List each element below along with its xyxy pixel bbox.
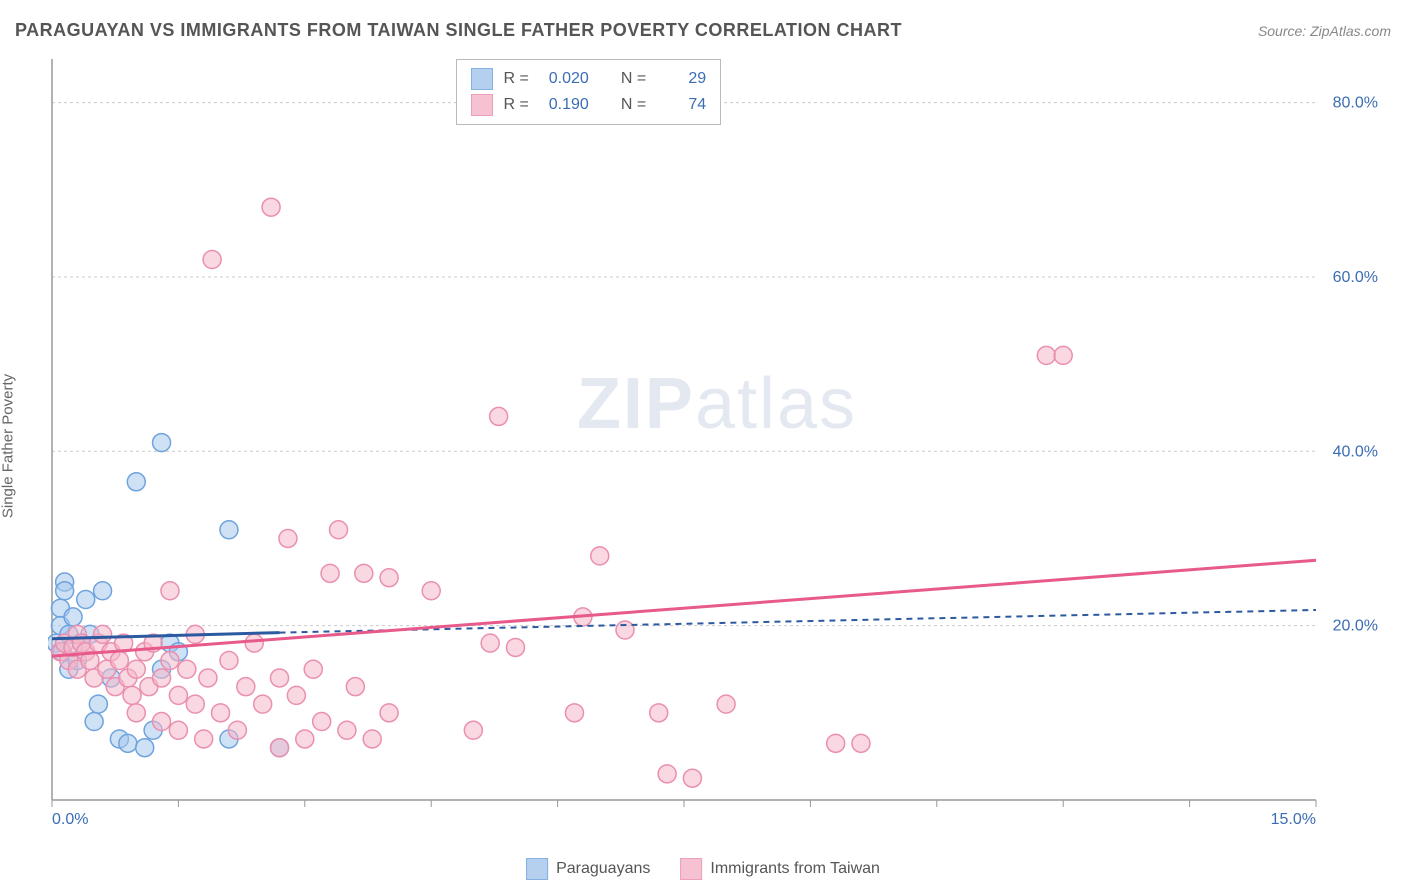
- data-point: [355, 564, 373, 582]
- data-point: [123, 686, 141, 704]
- data-point: [380, 704, 398, 722]
- plot-area: 20.0%40.0%60.0%80.0%0.0%15.0% ZIPatlas R…: [48, 55, 1386, 830]
- data-point: [304, 660, 322, 678]
- data-point: [56, 582, 74, 600]
- data-point: [827, 734, 845, 752]
- source-attribution: Source: ZipAtlas.com: [1258, 23, 1391, 39]
- y-axis-label: Single Father Poverty: [0, 374, 17, 518]
- data-point: [228, 721, 246, 739]
- data-point: [153, 669, 171, 687]
- data-point: [1037, 346, 1055, 364]
- data-point: [683, 769, 701, 787]
- data-point: [212, 704, 230, 722]
- data-point: [591, 547, 609, 565]
- stats-legend-row: R = 0.190 N = 74: [471, 92, 706, 118]
- data-point: [127, 660, 145, 678]
- legend-swatch: [680, 858, 702, 880]
- data-point: [254, 695, 272, 713]
- data-point: [287, 686, 305, 704]
- data-point: [161, 652, 179, 670]
- legend-item: Paraguayans: [526, 858, 650, 880]
- data-point: [717, 695, 735, 713]
- data-point: [153, 713, 171, 731]
- data-point: [169, 721, 187, 739]
- data-point: [89, 695, 107, 713]
- r-label: R =: [503, 70, 528, 88]
- data-point: [422, 582, 440, 600]
- data-point: [110, 652, 128, 670]
- data-point: [77, 590, 95, 608]
- data-point: [186, 695, 204, 713]
- data-point: [330, 521, 348, 539]
- n-value: 74: [656, 96, 706, 114]
- stats-legend-box: R = 0.020 N = 29 R = 0.190 N = 74: [456, 59, 721, 125]
- legend-label: Paraguayans: [556, 860, 650, 878]
- data-point: [262, 198, 280, 216]
- data-point: [127, 704, 145, 722]
- data-point: [321, 564, 339, 582]
- svg-text:60.0%: 60.0%: [1333, 269, 1378, 286]
- data-point: [380, 569, 398, 587]
- svg-text:40.0%: 40.0%: [1333, 443, 1378, 460]
- data-point: [94, 582, 112, 600]
- data-point: [271, 739, 289, 757]
- data-point: [64, 608, 82, 626]
- data-point: [195, 730, 213, 748]
- scatter-chart-svg: 20.0% 40.0% 60.0% 80.0% 0.0% 15.0%: [48, 55, 1386, 830]
- data-point: [658, 765, 676, 783]
- r-value: 0.020: [539, 70, 589, 88]
- n-label: N =: [621, 96, 646, 114]
- data-point: [338, 721, 356, 739]
- legend-label: Immigrants from Taiwan: [710, 860, 880, 878]
- data-point: [136, 739, 154, 757]
- data-point: [490, 407, 508, 425]
- data-point: [237, 678, 255, 696]
- data-point: [650, 704, 668, 722]
- data-point: [565, 704, 583, 722]
- data-point: [616, 621, 634, 639]
- data-point: [161, 582, 179, 600]
- r-value: 0.190: [539, 96, 589, 114]
- stats-legend-row: R = 0.020 N = 29: [471, 66, 706, 92]
- data-point: [153, 434, 171, 452]
- svg-text:80.0%: 80.0%: [1333, 95, 1378, 112]
- data-point: [178, 660, 196, 678]
- r-label: R =: [503, 96, 528, 114]
- series-legend: Paraguayans Immigrants from Taiwan: [526, 858, 880, 880]
- data-point: [85, 713, 103, 731]
- legend-swatch: [471, 68, 493, 90]
- data-point: [852, 734, 870, 752]
- data-point: [203, 251, 221, 269]
- data-point: [220, 521, 238, 539]
- trend-line-extension: [280, 610, 1316, 633]
- legend-swatch: [526, 858, 548, 880]
- data-point: [169, 686, 187, 704]
- n-value: 29: [656, 70, 706, 88]
- data-point: [94, 625, 112, 643]
- data-point: [363, 730, 381, 748]
- data-point: [220, 652, 238, 670]
- data-point: [481, 634, 499, 652]
- data-point: [271, 669, 289, 687]
- n-label: N =: [621, 70, 646, 88]
- legend-swatch: [471, 94, 493, 116]
- data-point: [245, 634, 263, 652]
- data-point: [1054, 346, 1072, 364]
- data-point: [296, 730, 314, 748]
- data-point: [464, 721, 482, 739]
- data-point: [506, 638, 524, 656]
- svg-text:0.0%: 0.0%: [52, 811, 88, 828]
- svg-text:20.0%: 20.0%: [1333, 618, 1378, 635]
- trend-line: [52, 560, 1316, 656]
- data-point: [199, 669, 217, 687]
- data-point: [119, 734, 137, 752]
- svg-text:15.0%: 15.0%: [1271, 811, 1316, 828]
- data-point: [127, 473, 145, 491]
- data-point: [279, 529, 297, 547]
- legend-item: Immigrants from Taiwan: [680, 858, 880, 880]
- chart-title: PARAGUAYAN VS IMMIGRANTS FROM TAIWAN SIN…: [15, 20, 902, 41]
- data-point: [313, 713, 331, 731]
- data-point: [346, 678, 364, 696]
